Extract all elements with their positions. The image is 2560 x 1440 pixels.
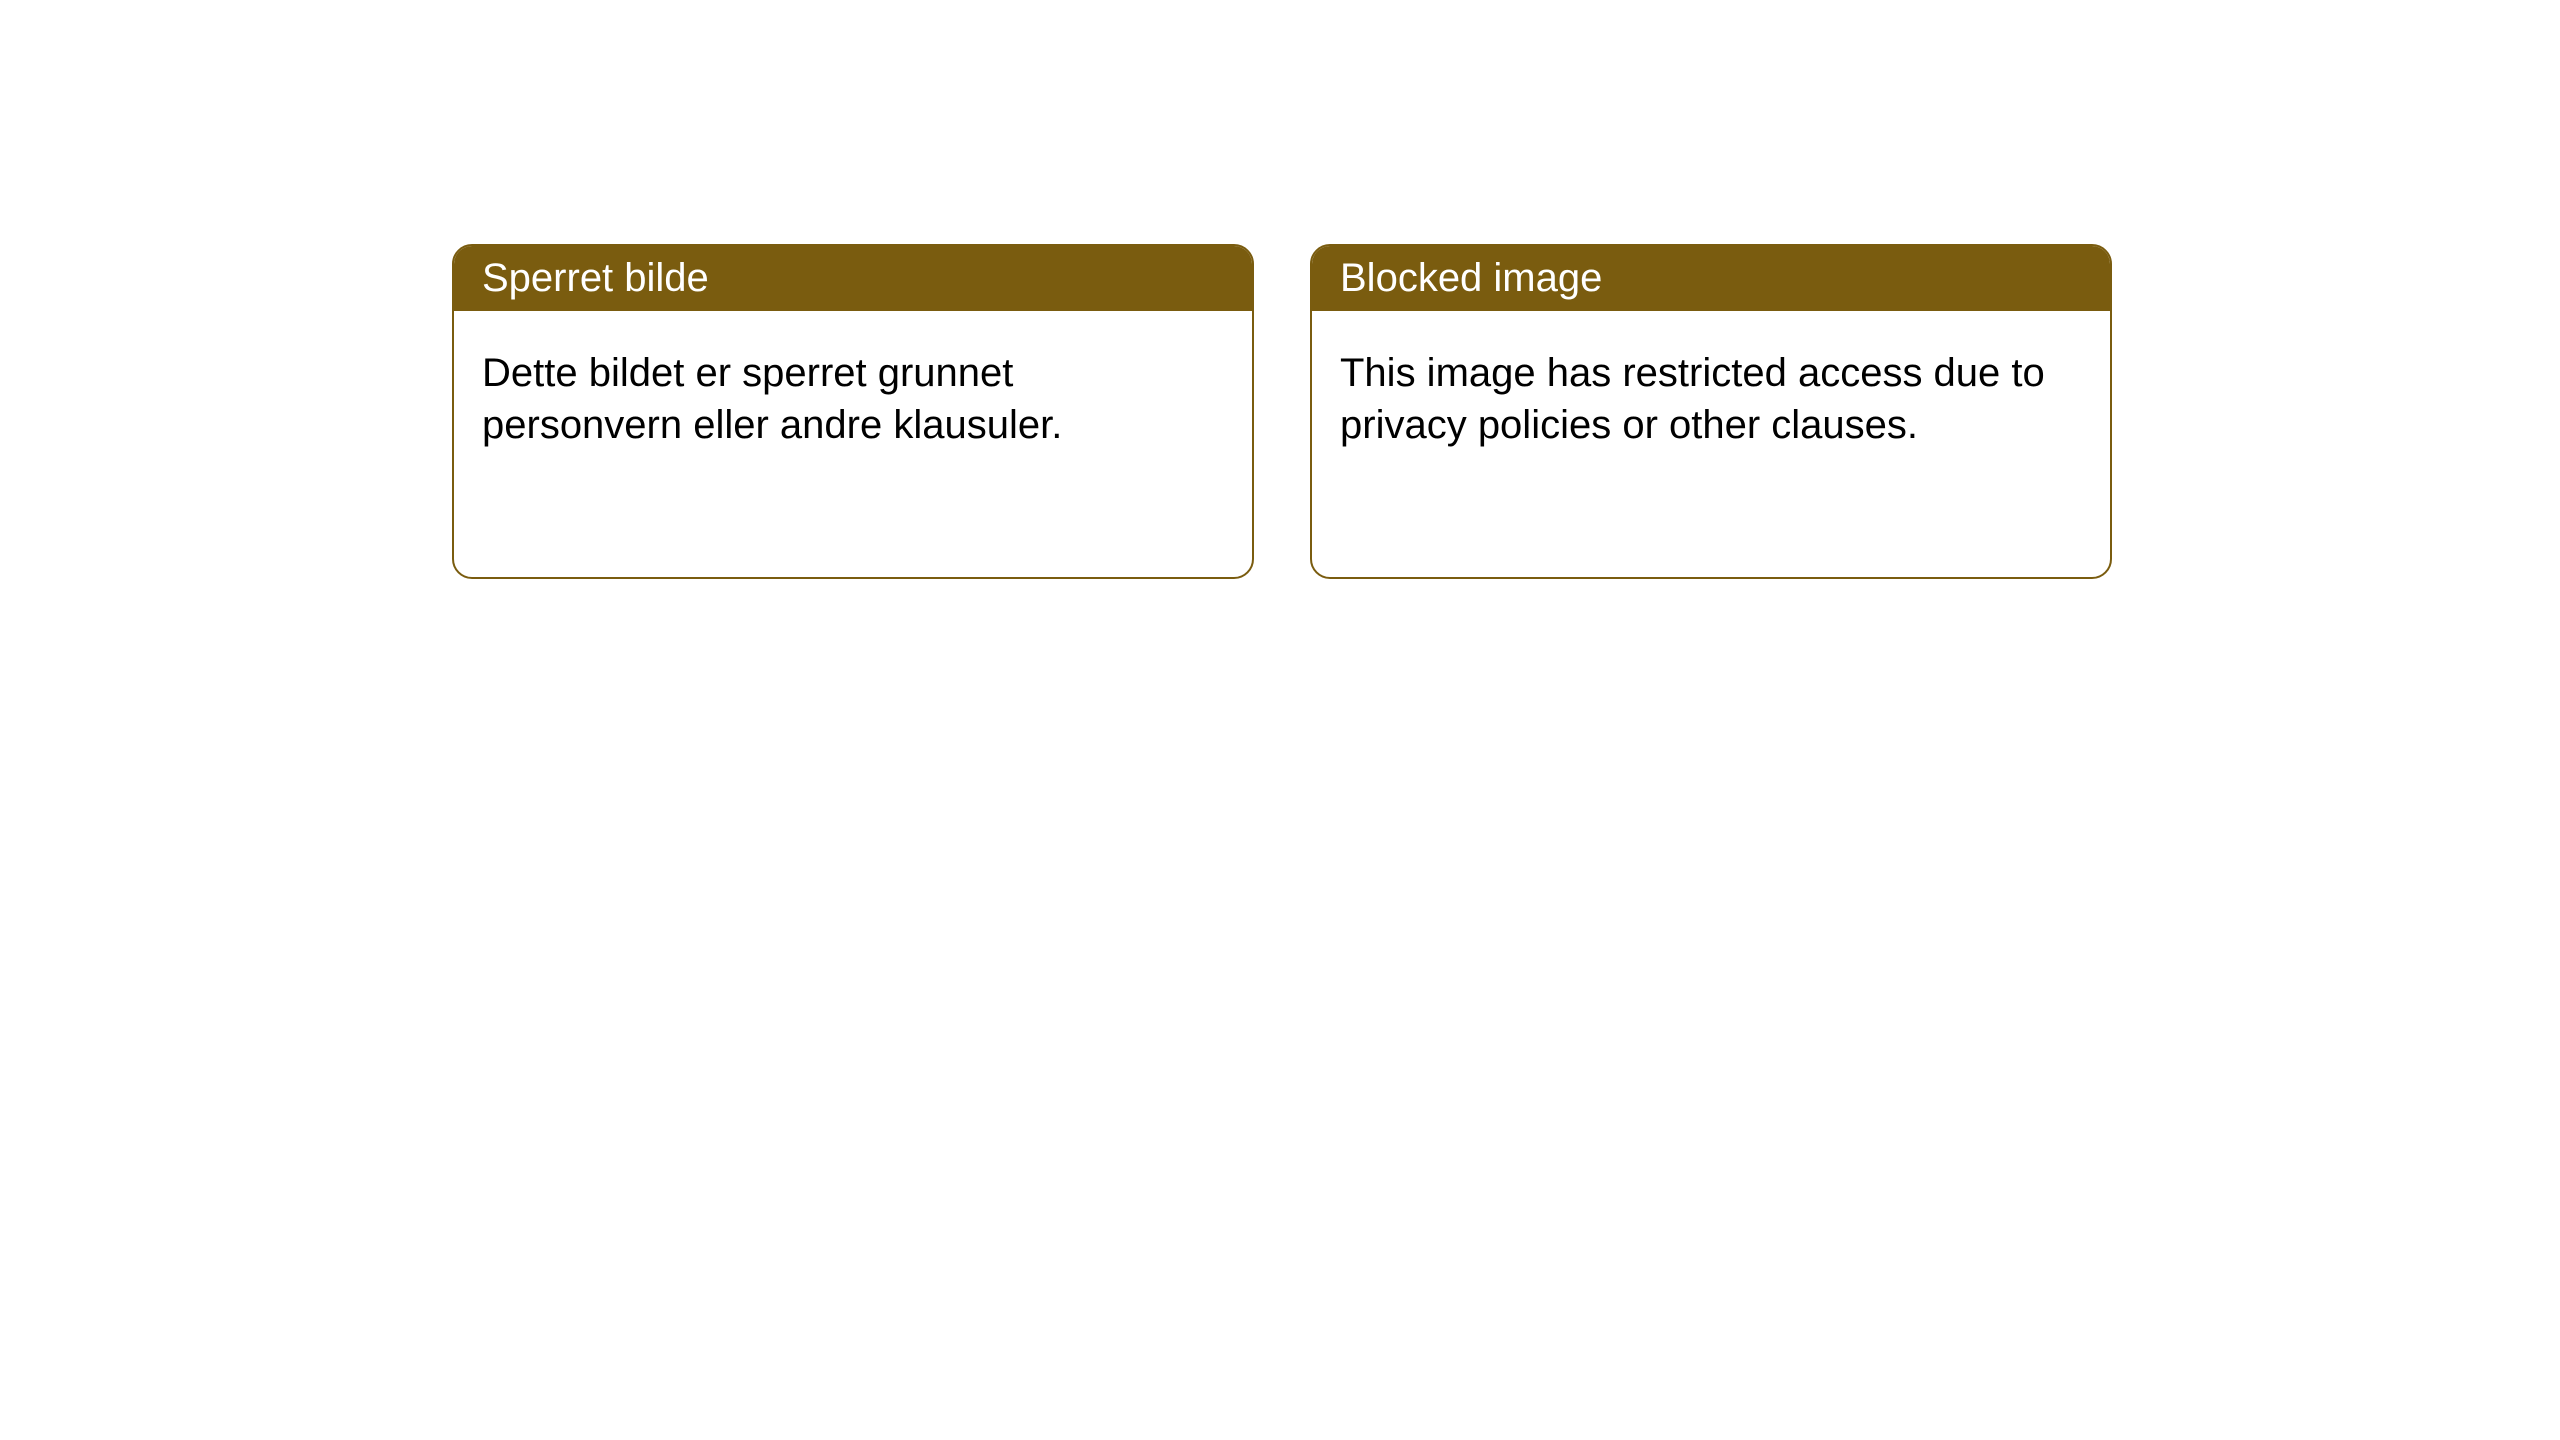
card-body: This image has restricted access due to … <box>1312 311 2110 487</box>
card-header: Sperret bilde <box>454 246 1252 311</box>
notice-card-norwegian: Sperret bilde Dette bildet er sperret gr… <box>452 244 1254 579</box>
notice-card-english: Blocked image This image has restricted … <box>1310 244 2112 579</box>
card-body-text: Dette bildet er sperret grunnet personve… <box>482 351 1062 447</box>
card-title: Sperret bilde <box>482 256 709 300</box>
card-title: Blocked image <box>1340 256 1602 300</box>
card-body: Dette bildet er sperret grunnet personve… <box>454 311 1252 487</box>
notice-container: Sperret bilde Dette bildet er sperret gr… <box>0 0 2560 579</box>
card-body-text: This image has restricted access due to … <box>1340 351 2045 447</box>
card-header: Blocked image <box>1312 246 2110 311</box>
